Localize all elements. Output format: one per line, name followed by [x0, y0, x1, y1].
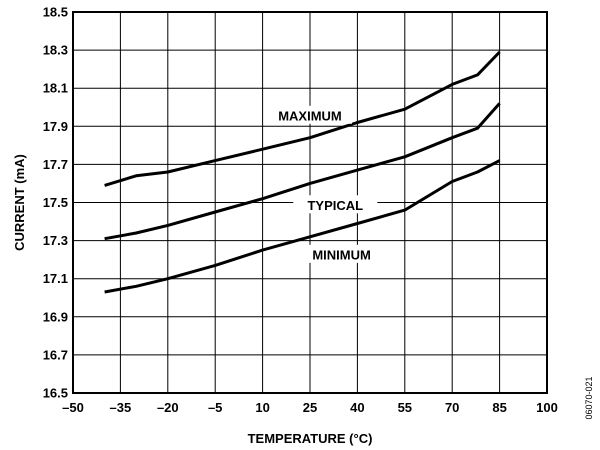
- x-tick-labels: –50 –35 –20 –5 10 25 40 55 70 85 100: [62, 400, 558, 415]
- x-tick-label: 25: [303, 400, 317, 415]
- plot-frame: [72, 11, 548, 394]
- series-line-maximum: [104, 50, 501, 187]
- series-annotations: MAXIMUM TYPICAL MINIMUM: [268, 105, 384, 263]
- x-axis-label: TEMPERATURE (°C): [248, 431, 373, 446]
- annotation-background: [268, 105, 352, 124]
- y-tick-label: 18.3: [43, 43, 68, 58]
- x-tick-label: 10: [255, 400, 269, 415]
- x-tick-label: 100: [536, 400, 558, 415]
- annotation-minimum: MINIMUM: [312, 247, 371, 262]
- y-tick-label: 18.5: [43, 5, 68, 20]
- annotation-maximum: MAXIMUM: [278, 108, 342, 123]
- y-tick-label: 17.3: [43, 233, 68, 248]
- annotation-background: [299, 244, 384, 263]
- y-tick-label: 16.5: [43, 386, 68, 401]
- y-tick-labels: 16.5 16.7 16.9 17.1 17.3 17.5 17.7 17.9 18.1 18.3…: [43, 5, 68, 401]
- x-tick-label: 55: [398, 400, 412, 415]
- y-axis-label: CURRENT (mA): [12, 154, 27, 251]
- y-tick-label: 17.9: [43, 119, 68, 134]
- annotation-typical: TYPICAL: [307, 198, 363, 213]
- x-tick-label: –35: [110, 400, 132, 415]
- x-tick-label: –5: [208, 400, 222, 415]
- series-line-minimum: [104, 159, 501, 294]
- x-tick-label: 85: [492, 400, 506, 415]
- y-tick-label: 17.5: [43, 195, 68, 210]
- y-tick-label: 17.1: [43, 271, 68, 286]
- y-tick-label: 17.7: [43, 157, 68, 172]
- x-tick-label: 70: [445, 400, 459, 415]
- y-tick-label: 16.7: [43, 347, 68, 362]
- figure-id: 06070-021: [584, 376, 594, 419]
- annotation-background: [293, 195, 378, 214]
- y-tick-label: 18.1: [43, 81, 68, 96]
- series-line-typical: [104, 102, 501, 241]
- x-tick-label: 40: [350, 400, 364, 415]
- series-lines: [104, 50, 501, 294]
- y-tick-label: 16.9: [43, 309, 68, 324]
- x-tick-label: –50: [62, 400, 84, 415]
- x-tick-label: –20: [157, 400, 179, 415]
